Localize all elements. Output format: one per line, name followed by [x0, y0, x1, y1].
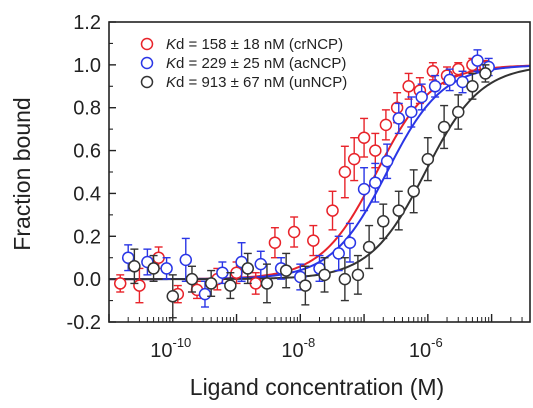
fit-curves: [109, 64, 531, 281]
data-point-acNCP: [343, 236, 357, 249]
legend-marker-unNCP: [140, 75, 154, 89]
y-tick-label: 1.2: [73, 12, 101, 34]
data-point-unNCP: [407, 185, 420, 198]
data-point-acNCP: [415, 90, 428, 104]
data-point-acNCP: [380, 155, 394, 168]
fit-curve-unNCP: [109, 68, 531, 281]
data-point-crNCP: [268, 236, 282, 249]
data-point-crNCP: [369, 144, 382, 157]
fit-curve-crNCP: [109, 64, 531, 281]
x-axis-tick-labels: 10-10 10-8 10-6: [150, 335, 443, 362]
legend-label-unNCP: Kd = 913 ± 67 nM (unNCP): [166, 74, 347, 91]
y-tick-label: 0.4: [73, 183, 101, 205]
data-point-unNCP: [466, 80, 479, 93]
data-point-unNCP: [392, 204, 406, 217]
plot-frame: [108, 21, 531, 323]
data-point-unNCP: [362, 240, 376, 254]
data-point-unNCP: [452, 105, 465, 119]
data-point-crNCP: [133, 279, 146, 292]
data-point-unNCP: [279, 264, 293, 277]
data-point-unNCP: [128, 260, 141, 273]
data-point-acNCP: [428, 80, 442, 93]
fit-curve-acNCP: [109, 65, 531, 281]
data-point-unNCP: [318, 268, 331, 282]
data-point-acNCP: [357, 182, 371, 196]
data-point-unNCP: [241, 262, 255, 275]
x-tick-label: 10-10: [150, 335, 191, 362]
data-point-acNCP: [332, 247, 345, 260]
y-tick-label: 0.6: [73, 141, 101, 163]
y-axis-ticks: [109, 21, 116, 323]
data-point-unNCP: [185, 272, 199, 286]
data-point-crNCP: [152, 251, 165, 264]
data-point-acNCP: [443, 73, 456, 87]
data-point-acNCP: [405, 105, 418, 119]
data-point-unNCP: [299, 279, 312, 292]
y-axis-tick-labels: -0.2 0.0 0.2 0.4 0.6 0.8 1.0 1.2: [67, 12, 101, 334]
data-point-crNCP: [357, 131, 371, 144]
data-point-unNCP: [377, 215, 390, 228]
data-point-acNCP: [198, 287, 212, 301]
y-tick-label: -0.2: [67, 312, 101, 334]
data-point-acNCP: [369, 176, 382, 189]
data-point-unNCP: [204, 277, 218, 290]
data-point-crNCP: [347, 152, 361, 166]
data-points: [113, 49, 495, 319]
data-point-unNCP: [351, 268, 365, 282]
data-point-crNCP: [402, 80, 415, 93]
data-point-crNCP: [379, 118, 393, 132]
data-point-unNCP: [166, 290, 180, 303]
y-tick-label: 0.0: [73, 269, 101, 291]
x-tick-label: 10-8: [281, 335, 315, 362]
legend-label-acNCP: Kd = 229 ± 25 nM (acNCP): [166, 55, 346, 72]
data-point-acNCP: [179, 253, 193, 267]
y-axis-label: Fraction bound: [9, 97, 35, 250]
data-point-crNCP: [426, 65, 440, 78]
data-point-crNCP: [113, 277, 127, 290]
legend-marker-acNCP: [140, 56, 154, 70]
data-point-unNCP: [338, 272, 352, 286]
data-point-crNCP: [307, 234, 320, 247]
legend-marker-crNCP: [140, 37, 154, 51]
y-tick-label: 0.8: [73, 98, 101, 120]
y-tick-label: 0.2: [73, 226, 101, 248]
data-point-unNCP: [260, 277, 274, 290]
data-point-crNCP: [249, 277, 262, 290]
data-point-acNCP: [471, 54, 484, 67]
data-point-crNCP: [287, 225, 301, 239]
y-tick-label: 1.0: [73, 55, 101, 77]
data-point-unNCP: [224, 279, 237, 292]
data-point-crNCP: [326, 204, 339, 217]
data-point-crNCP: [338, 165, 352, 179]
legend: Kd = 158 ± 18 nM (crNCP) Kd = 229 ± 25 nM…: [140, 36, 347, 91]
legend-label-crNCP: Kd = 158 ± 18 nM (crNCP): [166, 36, 343, 53]
data-point-unNCP: [479, 67, 492, 80]
x-tick-label: 10-6: [409, 335, 443, 362]
data-point-unNCP: [421, 152, 435, 166]
data-point-unNCP: [147, 262, 160, 275]
data-point-acNCP: [160, 262, 173, 275]
data-point-unNCP: [437, 120, 451, 134]
x-axis-label: Ligand concentration (M): [190, 374, 444, 400]
data-point-acNCP: [392, 112, 406, 125]
data-point-acNCP: [216, 266, 229, 279]
